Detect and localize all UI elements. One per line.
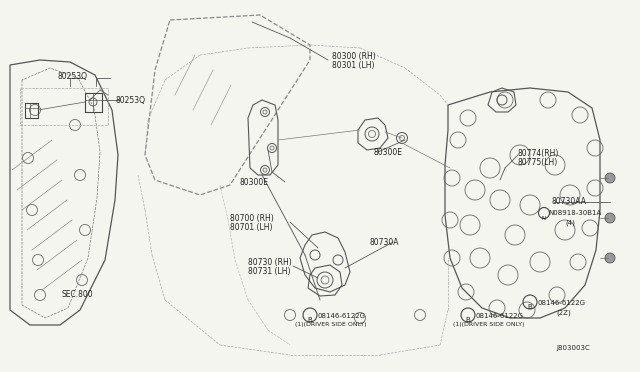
Text: 80300E: 80300E	[240, 178, 269, 187]
Text: (2Z): (2Z)	[556, 309, 571, 315]
Text: (1)(DRIVER SIDE ONLY): (1)(DRIVER SIDE ONLY)	[453, 322, 525, 327]
Text: J803003C: J803003C	[556, 345, 590, 351]
Text: 80300 (RH): 80300 (RH)	[332, 52, 376, 61]
Text: B: B	[308, 317, 312, 323]
Text: B: B	[527, 304, 532, 310]
Text: 80774(RH): 80774(RH)	[518, 149, 559, 158]
Text: (4): (4)	[565, 220, 575, 227]
Text: (1)(DRIVER SIDE ONLY): (1)(DRIVER SIDE ONLY)	[295, 322, 367, 327]
Text: 80701 (LH): 80701 (LH)	[230, 223, 273, 232]
Text: N08918-30B1A: N08918-30B1A	[548, 210, 601, 216]
Text: 08146-6122G: 08146-6122G	[317, 313, 365, 319]
Text: 80730A: 80730A	[370, 238, 399, 247]
Text: 80700 (RH): 80700 (RH)	[230, 214, 274, 223]
Text: N: N	[542, 215, 546, 221]
Circle shape	[605, 213, 615, 223]
Text: 08146-6122G: 08146-6122G	[537, 300, 585, 306]
Text: 80775(LH): 80775(LH)	[518, 158, 558, 167]
Text: SEC.800: SEC.800	[62, 290, 93, 299]
Text: 80253Q: 80253Q	[115, 96, 145, 105]
Text: 80300E: 80300E	[374, 148, 403, 157]
Circle shape	[605, 253, 615, 263]
Text: 80730 (RH): 80730 (RH)	[248, 258, 292, 267]
Text: 80253Q: 80253Q	[57, 72, 87, 81]
Text: 08146-6122G: 08146-6122G	[475, 313, 523, 319]
Text: 80731 (LH): 80731 (LH)	[248, 267, 291, 276]
Text: 80730AA: 80730AA	[551, 197, 586, 206]
Circle shape	[605, 173, 615, 183]
Text: 80301 (LH): 80301 (LH)	[332, 61, 374, 70]
Text: B: B	[466, 317, 470, 323]
